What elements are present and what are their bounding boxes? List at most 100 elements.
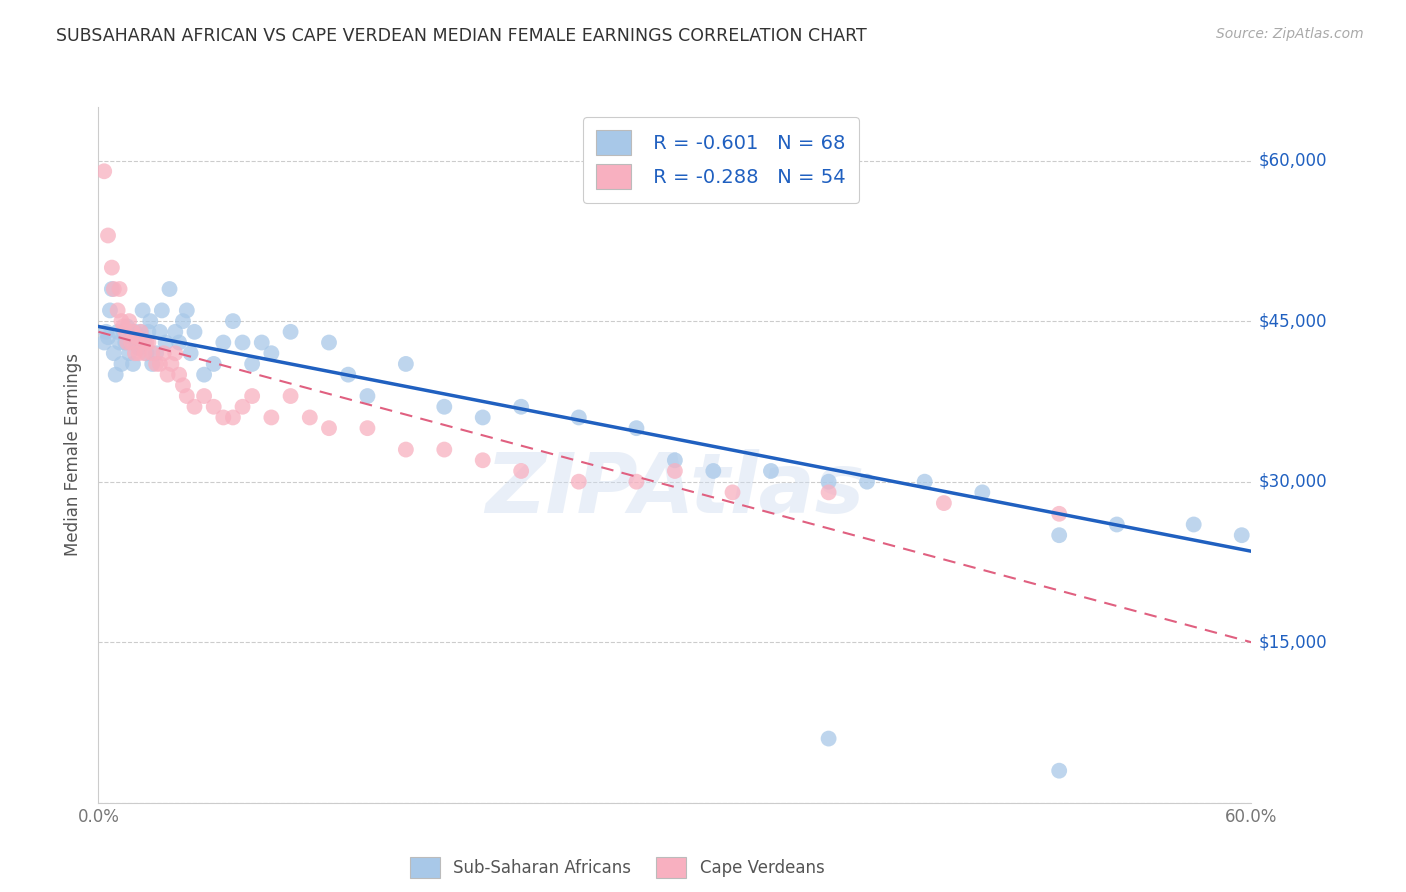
Point <box>112 319 135 334</box>
Point <box>433 400 456 414</box>
Point <box>202 357 225 371</box>
Legend: Sub-Saharan Africans, Cape Verdeans: Sub-Saharan Africans, Cape Verdeans <box>404 850 831 885</box>
Point <box>114 335 136 350</box>
Point <box>125 330 148 344</box>
Point <box>222 410 245 425</box>
Point <box>118 314 141 328</box>
Point <box>1047 507 1070 521</box>
Point <box>120 330 142 344</box>
Point <box>141 357 163 371</box>
Point <box>149 325 172 339</box>
Point <box>156 368 179 382</box>
Point <box>568 410 591 425</box>
Point <box>155 335 177 350</box>
Point <box>135 346 157 360</box>
Point <box>231 335 254 350</box>
Point <box>160 357 183 371</box>
Point <box>167 335 190 350</box>
Point <box>120 335 142 350</box>
Y-axis label: Median Female Earnings: Median Female Earnings <box>65 353 83 557</box>
Point <box>97 330 120 344</box>
Point <box>702 464 724 478</box>
Point <box>97 228 120 243</box>
Point <box>165 346 187 360</box>
Point <box>914 475 936 489</box>
Point <box>1230 528 1253 542</box>
Point <box>568 475 591 489</box>
Point <box>180 346 202 360</box>
Point <box>159 282 181 296</box>
Point <box>138 335 160 350</box>
Point <box>222 314 245 328</box>
Point <box>93 335 115 350</box>
Point <box>212 335 235 350</box>
Point <box>150 303 173 318</box>
Point <box>856 475 879 489</box>
Point <box>972 485 994 500</box>
Point <box>433 442 456 457</box>
Point <box>139 314 162 328</box>
Point <box>817 485 839 500</box>
Point <box>124 346 146 360</box>
Point <box>202 400 225 414</box>
Point <box>134 346 156 360</box>
Point <box>114 325 136 339</box>
Point <box>318 335 340 350</box>
Text: $15,000: $15,000 <box>1258 633 1327 651</box>
Point <box>471 453 494 467</box>
Point <box>1047 764 1070 778</box>
Text: SUBSAHARAN AFRICAN VS CAPE VERDEAN MEDIAN FEMALE EARNINGS CORRELATION CHART: SUBSAHARAN AFRICAN VS CAPE VERDEAN MEDIA… <box>56 27 868 45</box>
Point <box>138 325 160 339</box>
Point <box>395 357 418 371</box>
Point <box>183 400 205 414</box>
Point <box>165 325 187 339</box>
Point <box>212 410 235 425</box>
Point <box>94 325 117 339</box>
Point <box>298 410 321 425</box>
Point <box>176 389 198 403</box>
Point <box>110 314 132 328</box>
Text: ZIPAtlas: ZIPAtlas <box>485 450 865 530</box>
Point <box>1105 517 1128 532</box>
Point <box>260 346 283 360</box>
Point <box>131 335 153 350</box>
Point <box>193 368 215 382</box>
Point <box>108 282 131 296</box>
Point <box>125 335 148 350</box>
Point <box>172 314 194 328</box>
Point <box>318 421 340 435</box>
Point <box>117 319 138 334</box>
Point <box>1047 528 1070 542</box>
Point <box>149 357 172 371</box>
Point <box>129 325 152 339</box>
Point <box>817 475 839 489</box>
Point <box>337 368 360 382</box>
Point <box>240 357 263 371</box>
Point <box>129 325 152 339</box>
Point <box>167 368 190 382</box>
Point <box>395 442 418 457</box>
Point <box>260 410 283 425</box>
Point <box>152 346 174 360</box>
Point <box>510 464 533 478</box>
Point <box>183 325 205 339</box>
Point <box>107 303 129 318</box>
Text: $30,000: $30,000 <box>1258 473 1327 491</box>
Point <box>110 357 132 371</box>
Point <box>932 496 955 510</box>
Point <box>759 464 782 478</box>
Text: Source: ZipAtlas.com: Source: ZipAtlas.com <box>1216 27 1364 41</box>
Text: $60,000: $60,000 <box>1258 152 1327 169</box>
Point <box>122 325 145 339</box>
Point <box>108 335 131 350</box>
Point <box>280 389 302 403</box>
Point <box>471 410 494 425</box>
Point <box>356 389 378 403</box>
Point <box>1182 517 1205 532</box>
Point <box>626 475 648 489</box>
Point <box>134 335 156 350</box>
Point <box>122 357 145 371</box>
Point <box>510 400 533 414</box>
Point <box>240 389 263 403</box>
Point <box>664 453 686 467</box>
